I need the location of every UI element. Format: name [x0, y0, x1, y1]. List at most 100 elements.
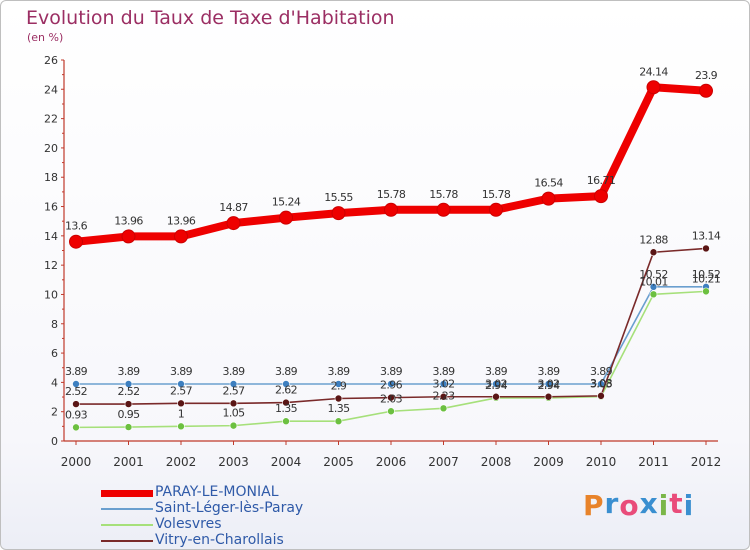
data-label: 16.54 [534, 177, 563, 190]
x-tick-label: 2004 [271, 455, 302, 469]
data-label: 3.89 [590, 365, 613, 378]
series-point-0 [279, 210, 293, 225]
data-label: 15.78 [482, 188, 511, 201]
y-tick-label: 2 [51, 406, 58, 419]
x-tick-label: 2006 [376, 455, 407, 469]
data-label: 2.62 [275, 384, 297, 397]
data-label: 3.89 [65, 365, 88, 378]
x-tick-label: 2010 [586, 455, 617, 469]
data-label: 23.9 [695, 69, 718, 82]
y-tick-label: 22 [44, 113, 58, 126]
series-point-1 [334, 380, 343, 388]
data-label: 3.02 [485, 378, 507, 391]
series-point-3 [229, 399, 238, 408]
data-label: 2.9 [331, 380, 347, 393]
series-point-2 [439, 404, 448, 413]
series-point-3 [334, 394, 343, 403]
series-point-1 [649, 283, 658, 291]
data-label: 13.96 [167, 214, 196, 227]
logo-letter: i [658, 489, 670, 522]
series-point-2 [229, 421, 238, 430]
series-point-0 [121, 229, 136, 244]
x-tick-label: 2000 [61, 455, 92, 469]
series-point-2 [649, 290, 658, 299]
y-tick-label: 12 [44, 259, 58, 272]
series-point-0 [594, 189, 608, 204]
logo-letter: r [604, 487, 620, 520]
legend-label: Volesvres [155, 516, 222, 532]
proxiti-logo: Proxiti [583, 487, 695, 522]
data-label: 10.21 [692, 272, 721, 285]
series-point-0 [69, 234, 83, 249]
data-label: 2.94 [537, 379, 560, 392]
series-point-1 [177, 380, 185, 388]
series-point-3 [72, 400, 80, 408]
x-tick-label: 2008 [481, 455, 512, 469]
data-label: 1.35 [327, 402, 350, 415]
legend-swatch [101, 489, 153, 497]
data-label: 13.6 [65, 220, 88, 233]
series-point-1 [124, 380, 133, 388]
data-label: 0.95 [117, 408, 140, 421]
series-point-0 [436, 202, 451, 217]
series-point-3 [649, 248, 658, 257]
data-label: 3.89 [432, 365, 455, 378]
series-point-2 [177, 422, 185, 431]
y-tick-label: 10 [44, 288, 58, 301]
legend-label: PARAY-LE-MONIAL [155, 484, 279, 500]
series-point-3 [124, 400, 133, 408]
data-label: 3.89 [275, 365, 298, 378]
data-label: 2.57 [222, 384, 245, 397]
data-label: 2.57 [170, 384, 193, 397]
logo-letter: x [639, 487, 659, 520]
logo-letter: i [683, 489, 695, 522]
series-point-2 [334, 417, 343, 426]
data-label: 3.03 [590, 378, 613, 391]
series-point-3 [492, 392, 500, 401]
series-point-2 [387, 407, 395, 416]
data-label: 15.78 [429, 188, 458, 201]
data-label: 10.52 [639, 268, 668, 281]
series-point-1 [72, 380, 80, 388]
series-point-2 [72, 423, 80, 432]
legend-swatch [101, 508, 153, 510]
data-label: 15.78 [377, 188, 406, 201]
series-point-2 [282, 417, 290, 426]
series-point-3 [702, 244, 710, 253]
legend-swatch [101, 524, 153, 526]
data-label: 3.89 [222, 365, 245, 378]
data-label: 2.96 [380, 379, 403, 392]
series-point-3 [544, 392, 553, 401]
y-tick-label: 8 [51, 318, 58, 331]
data-label: 12.88 [639, 233, 668, 246]
series-point-3 [597, 392, 605, 400]
series-point-1 [544, 380, 553, 388]
data-label: 15.24 [272, 196, 301, 209]
data-label: 3.02 [432, 378, 454, 391]
logo-letter: t [669, 487, 684, 520]
x-tick-label: 2009 [533, 455, 564, 469]
data-label: 3.89 [117, 365, 140, 378]
series-point-3 [282, 398, 290, 407]
logo-letter: P [583, 489, 605, 522]
legend-label: Saint-Léger-lès-Paray [155, 500, 304, 516]
x-tick-label: 2001 [113, 455, 144, 469]
y-tick-label: 14 [44, 230, 58, 243]
data-label: 10.52 [692, 268, 721, 281]
series-point-2 [124, 423, 133, 431]
y-tick-label: 4 [51, 376, 58, 389]
series-point-0 [699, 83, 713, 98]
x-tick-label: 2005 [323, 455, 354, 469]
chart-title: Evolution du Taux de Taxe d'Habitation [26, 7, 395, 29]
data-label: 13.14 [692, 229, 721, 242]
series-point-1 [282, 380, 290, 388]
data-label: 2.52 [117, 385, 139, 398]
data-label: 3.89 [380, 365, 403, 378]
data-label: 24.14 [639, 65, 668, 78]
data-label: 3.08 [590, 377, 613, 390]
legend-label: Vitry-en-Charollais [155, 532, 284, 548]
series-point-1 [492, 380, 500, 388]
data-label: 10.01 [639, 275, 668, 288]
data-label: 1.35 [275, 402, 298, 415]
